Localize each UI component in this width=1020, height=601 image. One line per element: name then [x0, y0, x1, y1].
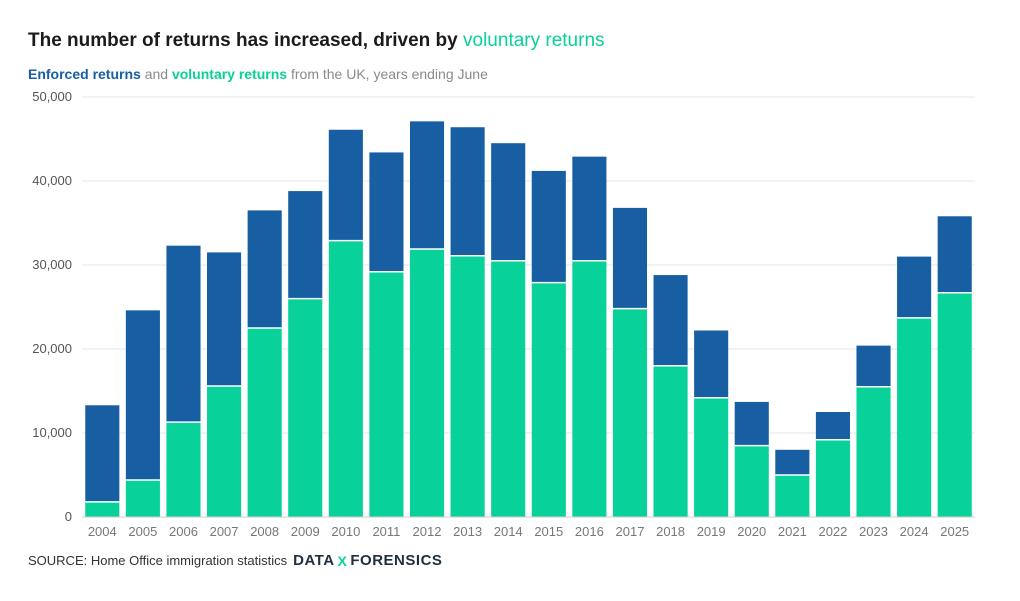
bar-enforced: [85, 405, 120, 502]
y-tick-label: 10,000: [32, 425, 72, 440]
x-tick-label: 2007: [210, 524, 239, 539]
x-tick-label: 2009: [291, 524, 320, 539]
chart-subtitle: Enforced returns and voluntary returns f…: [28, 66, 488, 82]
bar-enforced: [207, 252, 242, 386]
bar-voluntary: [409, 249, 445, 518]
legend-enforced: Enforced returns: [28, 66, 141, 82]
x-tick-label: 2012: [413, 524, 442, 539]
x-tick-label: 2020: [737, 524, 766, 539]
bar-enforced: [409, 121, 445, 250]
x-tick-label: 2022: [818, 524, 847, 539]
bar-voluntary: [775, 475, 810, 517]
bar-enforced: [734, 401, 769, 446]
bar-enforced: [653, 275, 688, 366]
x-tick-label: 2008: [250, 524, 279, 539]
x-tick-label: 2018: [656, 524, 685, 539]
x-tick-label: 2006: [169, 524, 198, 539]
bar-voluntary: [288, 298, 323, 517]
bar-enforced: [815, 412, 850, 440]
bar-enforced: [166, 245, 201, 423]
subtitle-rest: from the UK, years ending June: [290, 66, 488, 82]
bar-voluntary: [897, 317, 932, 517]
x-tick-label: 2011: [372, 524, 400, 539]
bar-voluntary: [85, 501, 120, 517]
x-tick-label: 2025: [940, 524, 969, 539]
title-main: The number of returns has increased, dri…: [28, 30, 458, 51]
x-tick-label: 2014: [494, 524, 523, 539]
bar-enforced: [369, 152, 404, 272]
x-tick-label: 2023: [859, 524, 888, 539]
logo-data: DATA: [293, 552, 335, 569]
logo-forensics: FORENSICS: [350, 552, 443, 569]
bar-voluntary: [125, 480, 160, 517]
chart-title: The number of returns has increased, dri…: [28, 30, 605, 52]
bar-enforced: [247, 210, 282, 328]
x-tick-label: 2017: [616, 524, 645, 539]
bar-voluntary: [734, 445, 769, 517]
bar-voluntary: [694, 397, 729, 517]
y-tick-label: 30,000: [32, 257, 72, 272]
bar-enforced: [856, 345, 891, 387]
logo-x: X: [337, 552, 348, 569]
bar-enforced: [775, 449, 810, 475]
bar-voluntary: [450, 255, 485, 517]
bar-enforced: [572, 156, 607, 261]
bar-voluntary: [572, 260, 607, 517]
subtitle-and: and: [144, 66, 169, 82]
bar-voluntary: [369, 271, 404, 517]
y-tick-label: 50,000: [32, 89, 72, 104]
x-tick-label: 2019: [697, 524, 726, 539]
bar-voluntary: [612, 308, 648, 517]
bar-voluntary: [856, 386, 891, 517]
x-tick-label: 2015: [534, 524, 563, 539]
legend-voluntary: voluntary returns: [171, 66, 288, 82]
bar-enforced: [897, 256, 932, 318]
x-tick-label: 2016: [575, 524, 604, 539]
bar-voluntary: [491, 260, 526, 517]
bar-voluntary: [207, 385, 242, 517]
data-forensics-logo: DATA X FORENSICS: [293, 552, 442, 569]
bar-voluntary: [166, 422, 201, 517]
y-tick-label: 20,000: [32, 341, 72, 356]
x-tick-label: 2004: [88, 524, 117, 539]
x-tick-label: 2010: [331, 524, 360, 539]
x-tick-label: 2013: [453, 524, 482, 539]
bar-enforced: [328, 129, 363, 241]
bar-enforced: [450, 127, 485, 256]
bar-enforced: [531, 170, 566, 283]
bar-voluntary: [247, 328, 282, 517]
x-tick-label: 2024: [900, 524, 929, 539]
y-tick-label: 40,000: [32, 173, 72, 188]
y-tick-label: 0: [65, 509, 72, 524]
bar-voluntary: [531, 282, 566, 517]
bar-voluntary: [328, 240, 363, 517]
x-tick-label: 2021: [778, 524, 807, 539]
bar-enforced: [612, 207, 648, 309]
bar-enforced: [125, 310, 160, 481]
footer: SOURCE: Home Office immigration statisti…: [28, 552, 442, 569]
bar-enforced: [491, 143, 526, 261]
title-accent: voluntary returns: [463, 30, 605, 51]
bar-enforced: [694, 330, 729, 398]
x-tick-label: 2005: [128, 524, 157, 539]
bar-voluntary: [815, 439, 850, 517]
bar-voluntary: [937, 292, 972, 517]
bar-enforced: [288, 191, 323, 299]
bar-voluntary: [653, 365, 688, 517]
bar-enforced: [937, 216, 972, 293]
source-text: SOURCE: Home Office immigration statisti…: [28, 553, 288, 568]
